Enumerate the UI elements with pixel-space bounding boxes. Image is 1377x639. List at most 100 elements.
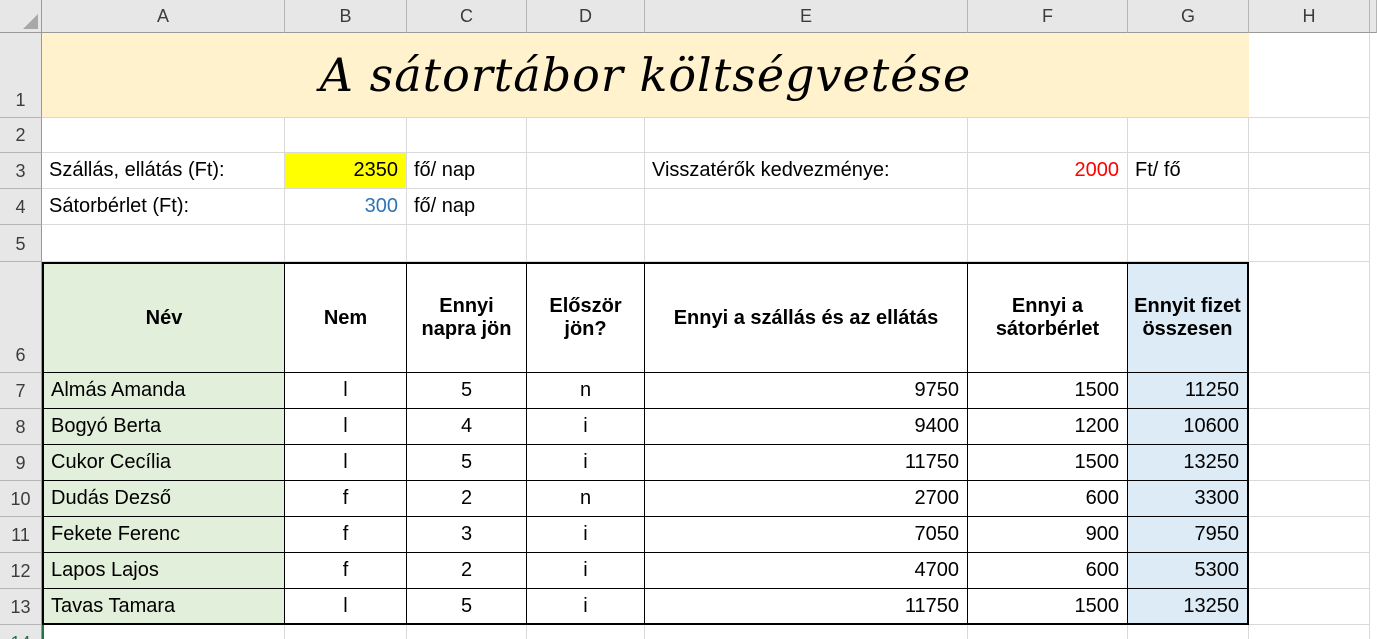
- column-header-D[interactable]: D: [527, 0, 645, 33]
- cell-H4[interactable]: [1249, 189, 1370, 225]
- row-header-8[interactable]: 8: [0, 409, 42, 445]
- cell-H7[interactable]: [1249, 373, 1370, 409]
- cell-C14[interactable]: [407, 625, 527, 639]
- cell-A14-active[interactable]: [42, 625, 285, 639]
- cell-days[interactable]: 5: [407, 445, 527, 481]
- cell-first-time[interactable]: n: [527, 373, 645, 409]
- cell-gender[interactable]: l: [285, 445, 407, 481]
- cell-E4[interactable]: [645, 189, 968, 225]
- cell-name[interactable]: Almás Amanda: [42, 373, 285, 409]
- cell-G2[interactable]: [1128, 118, 1249, 153]
- cell-partial[interactable]: [1370, 409, 1377, 445]
- cell-gender[interactable]: f: [285, 553, 407, 589]
- cell-lodging[interactable]: 7050: [645, 517, 968, 553]
- header-first-time[interactable]: Először jön?: [527, 262, 645, 373]
- cell-gender[interactable]: l: [285, 409, 407, 445]
- cell-discount-value[interactable]: 2000: [968, 153, 1128, 189]
- cell-name[interactable]: Lapos Lajos: [42, 553, 285, 589]
- cell-G5[interactable]: [1128, 225, 1249, 262]
- column-header-G[interactable]: G: [1128, 0, 1249, 33]
- cell-G14[interactable]: [1128, 625, 1249, 639]
- cell-total[interactable]: 13250: [1128, 445, 1249, 481]
- cell-days[interactable]: 5: [407, 373, 527, 409]
- row-header-13[interactable]: 13: [0, 589, 42, 625]
- cell-partial[interactable]: [1370, 118, 1377, 153]
- cell-partial[interactable]: [1370, 153, 1377, 189]
- cell-total[interactable]: 13250: [1128, 589, 1249, 625]
- cell-partial[interactable]: [1370, 625, 1377, 639]
- header-total[interactable]: Ennyit fizet összesen: [1128, 262, 1249, 373]
- cell-lodging-label[interactable]: Szállás, ellátás (Ft):: [42, 153, 285, 189]
- header-lodging[interactable]: Ennyi a szállás és az ellátás: [645, 262, 968, 373]
- cell-partial[interactable]: [1370, 553, 1377, 589]
- cell-tent-label[interactable]: Sátorbérlet (Ft):: [42, 189, 285, 225]
- cell-H11[interactable]: [1249, 517, 1370, 553]
- cell-total[interactable]: 5300: [1128, 553, 1249, 589]
- row-header-14[interactable]: 14: [0, 625, 42, 639]
- column-header-F[interactable]: F: [968, 0, 1128, 33]
- cell-first-time[interactable]: i: [527, 517, 645, 553]
- row-header-5[interactable]: 5: [0, 225, 42, 262]
- cell-F14[interactable]: [968, 625, 1128, 639]
- column-header-C[interactable]: C: [407, 0, 527, 33]
- row-header-11[interactable]: 11: [0, 517, 42, 553]
- cell-lodging[interactable]: 11750: [645, 445, 968, 481]
- cell-H13[interactable]: [1249, 589, 1370, 625]
- column-header-A[interactable]: A: [42, 0, 285, 33]
- cell-lodging-unit[interactable]: fő/ nap: [407, 153, 527, 189]
- cell-first-time[interactable]: i: [527, 445, 645, 481]
- cell-B14[interactable]: [285, 625, 407, 639]
- cell-partial[interactable]: [1370, 445, 1377, 481]
- cell-partial[interactable]: [1370, 589, 1377, 625]
- cell-lodging[interactable]: 2700: [645, 481, 968, 517]
- cell-days[interactable]: 2: [407, 481, 527, 517]
- cell-G4[interactable]: [1128, 189, 1249, 225]
- cell-partial[interactable]: [1370, 33, 1377, 118]
- row-header-6[interactable]: 6: [0, 262, 42, 373]
- header-days[interactable]: Ennyi napra jön: [407, 262, 527, 373]
- row-header-10[interactable]: 10: [0, 481, 42, 517]
- cell-name[interactable]: Cukor Cecília: [42, 445, 285, 481]
- cell-partial[interactable]: [1370, 373, 1377, 409]
- cell-F5[interactable]: [968, 225, 1128, 262]
- cell-H8[interactable]: [1249, 409, 1370, 445]
- cell-H6[interactable]: [1249, 262, 1370, 373]
- cell-tent[interactable]: 1200: [968, 409, 1128, 445]
- cell-discount-label[interactable]: Visszatérők kedvezménye:: [645, 153, 968, 189]
- select-all-button[interactable]: [0, 0, 42, 33]
- cell-partial[interactable]: [1370, 262, 1377, 373]
- cell-gender[interactable]: l: [285, 589, 407, 625]
- cell-D2[interactable]: [527, 118, 645, 153]
- header-tent[interactable]: Ennyi a sátorbérlet: [968, 262, 1128, 373]
- cell-C5[interactable]: [407, 225, 527, 262]
- row-header-3[interactable]: 3: [0, 153, 42, 189]
- cell-H5[interactable]: [1249, 225, 1370, 262]
- cell-D3[interactable]: [527, 153, 645, 189]
- cell-tent-unit[interactable]: fő/ nap: [407, 189, 527, 225]
- cell-gender[interactable]: f: [285, 517, 407, 553]
- cell-gender[interactable]: l: [285, 373, 407, 409]
- cell-partial[interactable]: [1370, 189, 1377, 225]
- cell-lodging[interactable]: 9400: [645, 409, 968, 445]
- cell-A2[interactable]: [42, 118, 285, 153]
- row-header-4[interactable]: 4: [0, 189, 42, 225]
- cell-A5[interactable]: [42, 225, 285, 262]
- cell-partial[interactable]: [1370, 517, 1377, 553]
- cell-H12[interactable]: [1249, 553, 1370, 589]
- column-header-B[interactable]: B: [285, 0, 407, 33]
- cell-C2[interactable]: [407, 118, 527, 153]
- header-gender[interactable]: Nem: [285, 262, 407, 373]
- cell-name[interactable]: Dudás Dezső: [42, 481, 285, 517]
- cell-lodging[interactable]: 9750: [645, 373, 968, 409]
- cell-total[interactable]: 7950: [1128, 517, 1249, 553]
- cell-tent[interactable]: 1500: [968, 589, 1128, 625]
- cell-tent[interactable]: 1500: [968, 445, 1128, 481]
- cell-total[interactable]: 10600: [1128, 409, 1249, 445]
- cell-name[interactable]: Bogyó Berta: [42, 409, 285, 445]
- cell-E2[interactable]: [645, 118, 968, 153]
- cell-E14[interactable]: [645, 625, 968, 639]
- cell-first-time[interactable]: n: [527, 481, 645, 517]
- cell-tent[interactable]: 600: [968, 553, 1128, 589]
- cell-partial[interactable]: [1370, 225, 1377, 262]
- column-header-H[interactable]: H: [1249, 0, 1370, 33]
